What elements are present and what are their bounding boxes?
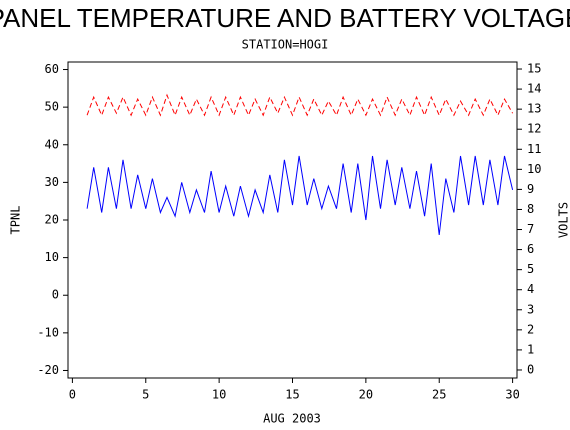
x-tick-label: 20 — [359, 388, 373, 402]
series-line — [86, 93, 514, 117]
y2-tick-label: 15 — [527, 62, 541, 76]
y2-tick-label: 0 — [527, 362, 534, 376]
y2-tick-label: 8 — [527, 202, 534, 216]
series-line — [86, 155, 514, 236]
x-tick-label: 30 — [505, 388, 519, 402]
y2-tick-label: 14 — [527, 82, 541, 96]
x-tick-label: 25 — [432, 388, 446, 402]
x-tick-label: 10 — [212, 388, 226, 402]
y2-tick-label: 4 — [527, 282, 534, 296]
y2-tick-label: 9 — [527, 182, 534, 196]
y2-axis-label: VOLTS — [557, 202, 570, 238]
y-tick-label: 60 — [45, 62, 59, 76]
x-tick-label: 5 — [142, 388, 149, 402]
y2-tick-label: 13 — [527, 102, 541, 116]
y2-tick-label: 12 — [527, 122, 541, 136]
x-tick-label: 0 — [69, 388, 76, 402]
plot-frame — [67, 61, 518, 379]
y2-tick-label: 11 — [527, 142, 541, 156]
y2-tick-label: 3 — [527, 302, 534, 316]
y-axis-label: TPNL — [9, 206, 23, 235]
y-tick-label: 40 — [45, 137, 59, 151]
x-tick-label: 15 — [285, 388, 299, 402]
y-tick-label: 50 — [45, 100, 59, 114]
y2-tick-label: 6 — [527, 242, 534, 256]
chart-title: PANEL TEMPERATURE AND BATTERY VOLTAGE — [0, 3, 570, 33]
y-tick-label: 0 — [52, 288, 59, 302]
y2-tick-label: 1 — [527, 342, 534, 356]
x-axis-label: AUG 2003 — [263, 412, 321, 426]
y2-tick-label: 5 — [527, 262, 534, 276]
y-tick-label: 20 — [45, 213, 59, 227]
y-tick-label: -10 — [37, 325, 59, 339]
y2-tick-label: 10 — [527, 162, 541, 176]
y-tick-label: 10 — [45, 250, 59, 264]
y-tick-label: 30 — [45, 175, 59, 189]
y2-tick-label: 2 — [527, 322, 534, 336]
chart-subtitle: STATION=HOGI — [242, 38, 329, 52]
y2-tick-label: 7 — [527, 222, 534, 236]
y-tick-label: -20 — [37, 363, 59, 377]
